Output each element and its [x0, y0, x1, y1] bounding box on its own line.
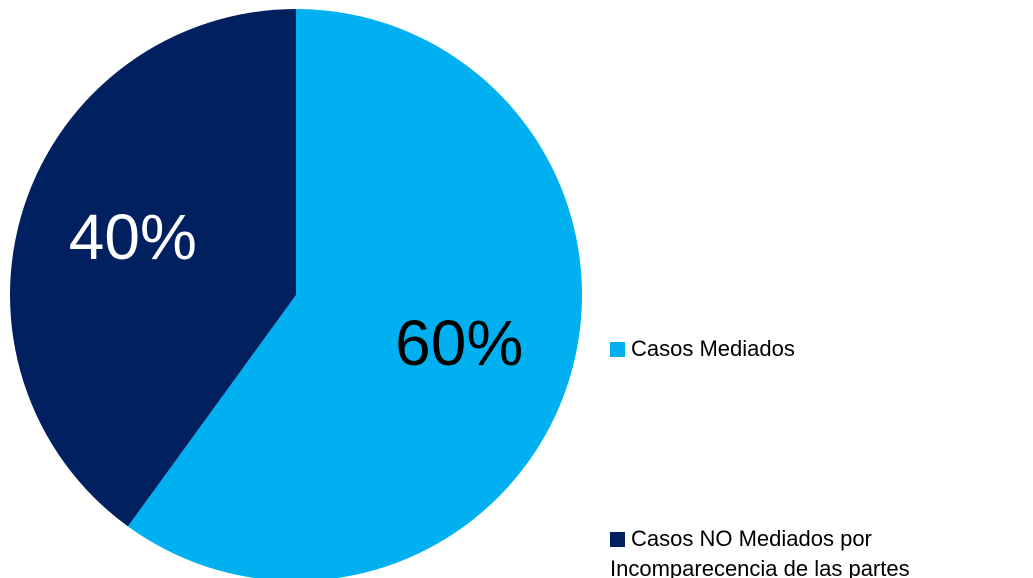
legend-label: Casos NO Mediados por Incomparecencia de… — [610, 526, 910, 578]
legend-line: Casos NO Mediados por — [631, 526, 878, 551]
pie-slice — [127, 9, 582, 578]
slice-label: 60% — [395, 307, 523, 379]
pie-slice — [10, 9, 296, 527]
legend-swatch — [610, 342, 625, 357]
legend-line: Incomparecencia de las partes — [610, 556, 910, 578]
slice-label: 40% — [69, 201, 197, 273]
legend-swatch — [610, 532, 625, 547]
legend-label: Casos Mediados — [631, 336, 795, 361]
